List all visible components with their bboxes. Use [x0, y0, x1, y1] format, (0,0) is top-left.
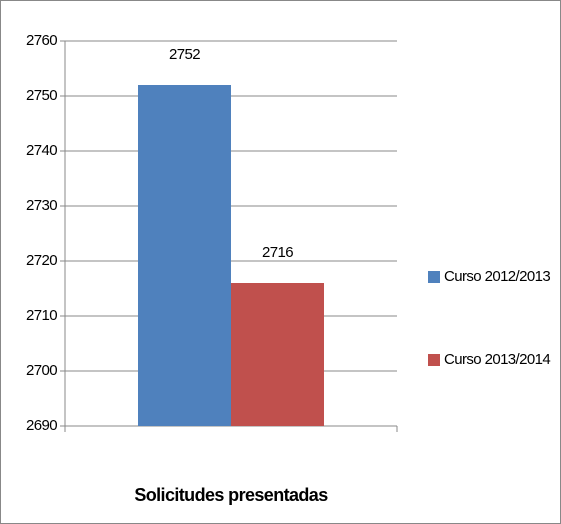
y-tick-label: 2690: [26, 417, 57, 434]
data-label: 2716: [262, 244, 293, 261]
bar: [231, 283, 324, 426]
legend-label: Curso 2013/2014: [444, 351, 550, 368]
legend-swatch: [428, 271, 440, 283]
y-tick-label: 2710: [26, 307, 57, 324]
y-tick-label: 2700: [26, 362, 57, 379]
y-tick-label: 2720: [26, 252, 57, 269]
y-tick-label: 2750: [26, 87, 57, 104]
x-category-label: Solicitudes presentadas: [134, 485, 328, 505]
y-tick-label: 2740: [26, 142, 57, 159]
legend-label: Curso 2012/2013: [444, 268, 550, 285]
y-tick-label: 2730: [26, 197, 57, 214]
data-label: 2752: [169, 46, 200, 63]
legend-swatch: [428, 354, 440, 366]
y-tick-label: 2760: [26, 32, 57, 49]
bar: [138, 85, 231, 426]
